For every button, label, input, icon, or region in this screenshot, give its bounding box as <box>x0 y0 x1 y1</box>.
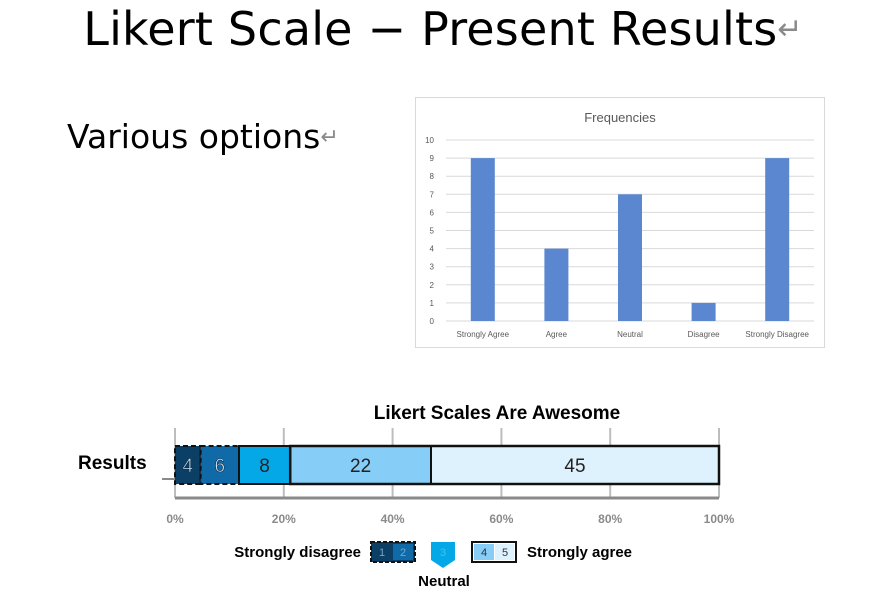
x-tick-label: Strongly Agree <box>457 330 510 339</box>
data-label: 4 <box>183 456 194 477</box>
x-tick-label: 60% <box>489 512 513 526</box>
legend-left-label: Strongly disagree <box>234 544 361 561</box>
y-tick-label: 1 <box>430 299 435 308</box>
bar <box>618 194 642 321</box>
legend-key <box>431 542 455 568</box>
legend-key-label: 3 <box>440 547 446 559</box>
bullet-text: Various options↵ <box>67 117 339 156</box>
chart-title: Likert Scales Are Awesome <box>374 403 620 424</box>
bar-segment <box>174 445 202 485</box>
x-tick-label: 100% <box>704 512 735 526</box>
slide-title: Likert Scale − Present Results↵ <box>0 2 886 56</box>
bar <box>544 248 569 321</box>
x-tick-label: 20% <box>272 512 296 526</box>
data-label: 8 <box>259 456 270 477</box>
y-tick-label: 9 <box>430 154 435 163</box>
bar <box>470 158 495 321</box>
frequencies-chart-svg: Frequencies 0 1 2 3 4 5 6 7 8 9 10 Strongly Agree Agr… <box>425 110 814 339</box>
y-tick-label: 5 <box>430 227 435 236</box>
data-label: 6 <box>215 456 226 477</box>
y-tick-label: 0 <box>430 317 435 326</box>
x-tick-label: 80% <box>598 512 622 526</box>
x-tick-label: Strongly Disagree <box>745 330 809 339</box>
x-tick-label: 40% <box>381 512 405 526</box>
x-tick-label: Neutral <box>617 330 643 339</box>
bar <box>691 302 716 321</box>
bar-outline <box>288 444 721 486</box>
y-tick-label: 10 <box>425 136 434 145</box>
bar-segment <box>430 445 720 485</box>
legend-key-label: 1 <box>379 547 385 559</box>
frequencies-chart: Frequencies 0 1 2 3 4 5 6 7 8 9 10 Strongly Agree Agr… <box>415 97 825 348</box>
bullet-text-content: Various options <box>67 117 321 156</box>
x-tick-label: 0% <box>166 512 184 526</box>
paragraph-mark-icon: ↵ <box>320 125 339 150</box>
legend-right-label: Strongly agree <box>527 544 632 561</box>
x-tick-label: Disagree <box>688 330 721 339</box>
bar <box>765 158 790 321</box>
y-tick-label: 6 <box>430 208 435 217</box>
legend-key <box>495 544 514 560</box>
legend-key-label: 2 <box>400 547 406 559</box>
chart-title: Frequencies <box>584 110 656 125</box>
x-tick-label: Agree <box>546 330 568 339</box>
legend-key <box>393 544 413 560</box>
y-tick-label: 8 <box>430 172 435 181</box>
legend-key-label: 4 <box>481 547 487 559</box>
category-label: Results <box>78 453 147 474</box>
y-tick-label: 2 <box>430 281 435 290</box>
likert-chart: Likert Scales Are Awesome 0% 20% 40% 60% 80% 1… <box>78 403 735 590</box>
slide-title-text: Likert Scale − Present Results <box>83 2 778 56</box>
y-tick-label: 3 <box>430 263 435 272</box>
legend-middle-label: Neutral <box>418 573 470 590</box>
y-tick-label: 7 <box>430 190 435 199</box>
data-label: 22 <box>350 456 371 477</box>
paragraph-mark-icon: ↵ <box>777 12 803 47</box>
legend-key <box>474 544 494 560</box>
y-tick-label: 4 <box>430 245 435 254</box>
data-label: 45 <box>564 456 585 477</box>
legend-key-label: 5 <box>502 547 508 559</box>
